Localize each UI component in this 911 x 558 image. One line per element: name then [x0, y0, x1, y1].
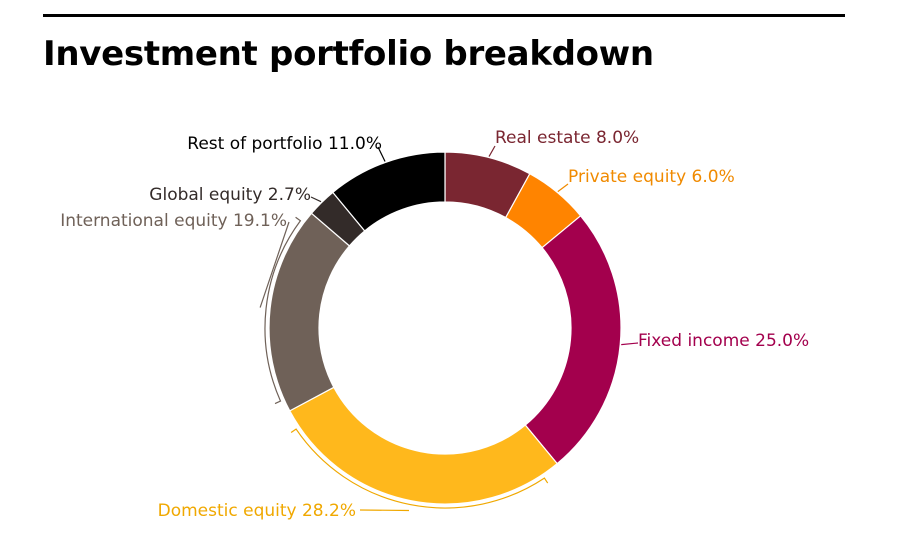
- slice-fixed-income: [524, 214, 622, 465]
- label-rest-of-portfolio: Rest of portfolio 11.0%: [187, 134, 382, 154]
- leader-lines: [259, 145, 639, 512]
- leader-international-equity: [264, 216, 302, 405]
- label-global-equity: Global equity 2.7%: [149, 185, 311, 205]
- leader-private-equity: [557, 183, 569, 193]
- label-domestic-equity: Domestic equity 28.2%: [158, 501, 356, 521]
- label-fixed-income: Fixed income 25.0%: [638, 331, 809, 351]
- leader-connector-international-equity: [259, 221, 290, 308]
- donut-slices: [268, 151, 622, 505]
- label-international-equity: International equity 19.1%: [60, 211, 287, 231]
- page-title: Investment portfolio breakdown: [43, 34, 654, 74]
- slice-rest-of-portfolio: [331, 151, 446, 232]
- leader-fixed-income: [621, 342, 639, 346]
- leader-global-equity: [310, 196, 322, 203]
- label-real-estate: Real estate 8.0%: [495, 128, 639, 148]
- label-private-equity: Private equity 6.0%: [568, 167, 735, 187]
- leader-rest-of-portfolio: [377, 146, 386, 162]
- top-rule: [43, 14, 845, 17]
- slice-international-equity: [268, 212, 351, 412]
- leader-domestic-equity: [290, 428, 549, 509]
- slice-labels: Real estate 8.0% Private equity 6.0% Fixed…: [60, 128, 809, 521]
- slice-domestic-equity: [288, 386, 559, 505]
- leader-real-estate: [488, 145, 496, 157]
